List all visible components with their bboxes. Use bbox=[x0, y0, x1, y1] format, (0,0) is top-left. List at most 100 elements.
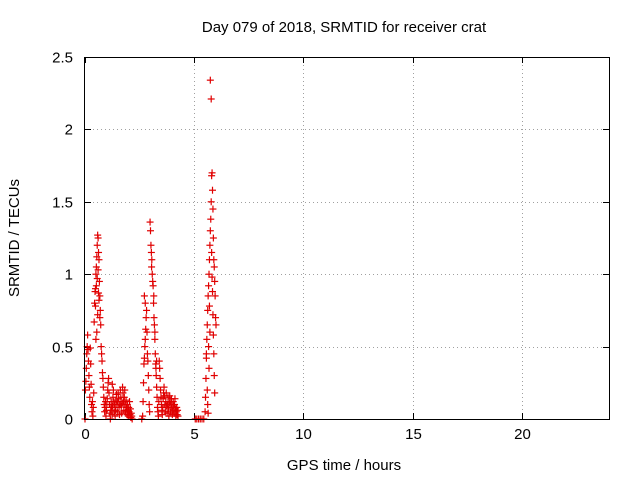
data-point bbox=[88, 408, 96, 416]
data-point bbox=[146, 218, 154, 226]
data-point bbox=[85, 372, 93, 380]
data-point bbox=[143, 306, 151, 314]
data-point bbox=[209, 234, 217, 242]
data-point bbox=[86, 393, 94, 401]
data-point bbox=[202, 393, 210, 401]
data-point bbox=[147, 248, 155, 256]
data-point bbox=[208, 248, 216, 256]
data-point bbox=[151, 328, 159, 336]
data-point bbox=[206, 227, 214, 235]
y-axis-label: SRMTID / TECUs bbox=[6, 179, 23, 297]
data-point bbox=[209, 186, 217, 194]
data-point bbox=[150, 314, 158, 322]
data-point bbox=[165, 412, 173, 420]
data-point bbox=[156, 374, 164, 382]
data-point bbox=[103, 395, 111, 403]
data-point bbox=[140, 292, 148, 300]
data-point bbox=[108, 380, 116, 388]
data-point bbox=[153, 383, 161, 391]
x-tick-labels: 0 5 10 15 20 bbox=[81, 426, 531, 443]
data-point bbox=[208, 273, 216, 281]
data-point bbox=[205, 302, 213, 310]
data-point bbox=[97, 321, 105, 329]
y-tick-label: 2.5 bbox=[52, 50, 73, 67]
data-point bbox=[93, 275, 101, 283]
chart-title: Day 079 of 2018, SRMTID for receiver cra… bbox=[202, 19, 487, 36]
data-point bbox=[139, 398, 147, 406]
data-point bbox=[147, 227, 154, 235]
data-point bbox=[209, 311, 217, 319]
data-point bbox=[205, 282, 213, 290]
data-point bbox=[92, 335, 100, 343]
data-point bbox=[148, 256, 156, 264]
x-tick-label: 5 bbox=[190, 426, 198, 443]
data-point bbox=[160, 383, 168, 391]
x-tick-label: 10 bbox=[295, 426, 312, 443]
data-point bbox=[93, 241, 101, 249]
data-point bbox=[202, 374, 210, 382]
data-point bbox=[95, 289, 103, 297]
data-point bbox=[98, 350, 106, 358]
data-point bbox=[141, 343, 149, 351]
data-point bbox=[204, 292, 212, 300]
x-tick-label: 0 bbox=[81, 426, 89, 443]
data-point bbox=[202, 350, 210, 358]
data-point bbox=[171, 395, 179, 403]
data-point bbox=[149, 282, 157, 290]
data-point bbox=[205, 343, 213, 351]
data-point bbox=[93, 328, 101, 336]
data-point bbox=[98, 357, 106, 365]
data-point bbox=[82, 364, 90, 372]
data-point bbox=[95, 296, 103, 304]
data-point bbox=[211, 389, 219, 397]
data-point bbox=[86, 344, 94, 352]
data-point bbox=[99, 383, 107, 391]
data-points bbox=[81, 76, 220, 423]
data-point bbox=[207, 198, 215, 206]
data-point bbox=[82, 377, 90, 385]
data-point bbox=[142, 314, 150, 322]
data-point bbox=[151, 350, 159, 358]
data-point bbox=[90, 389, 98, 397]
data-point bbox=[211, 277, 219, 285]
data-point bbox=[203, 321, 211, 329]
data-point bbox=[209, 205, 217, 213]
y-tick-label: 0 bbox=[65, 412, 73, 429]
data-point bbox=[91, 302, 99, 310]
data-point bbox=[97, 343, 105, 351]
data-point bbox=[100, 393, 108, 401]
data-point bbox=[141, 299, 149, 307]
y-tick-label: 2 bbox=[65, 122, 73, 139]
data-point bbox=[122, 396, 130, 404]
data-point bbox=[208, 169, 216, 177]
data-point bbox=[92, 282, 100, 290]
data-point bbox=[143, 350, 151, 358]
data-point bbox=[95, 248, 103, 256]
data-point bbox=[105, 389, 113, 397]
data-point bbox=[89, 403, 97, 411]
data-point bbox=[209, 331, 217, 339]
data-point bbox=[94, 266, 102, 274]
data-point bbox=[87, 360, 95, 368]
data-point bbox=[94, 234, 102, 242]
data-point bbox=[150, 292, 158, 300]
data-point bbox=[139, 412, 147, 420]
data-point bbox=[210, 372, 218, 380]
data-point bbox=[209, 288, 217, 296]
data-point bbox=[144, 357, 152, 365]
data-point bbox=[210, 350, 218, 358]
data-point bbox=[201, 408, 209, 416]
y-tick-label: 1.5 bbox=[52, 195, 73, 212]
data-point bbox=[145, 401, 153, 409]
y-tick-label: 1 bbox=[65, 267, 73, 284]
data-point bbox=[87, 380, 95, 388]
data-point bbox=[148, 263, 156, 271]
data-point bbox=[150, 299, 158, 307]
data-point bbox=[212, 321, 220, 329]
data-point bbox=[90, 318, 98, 326]
data-point bbox=[152, 364, 160, 372]
data-point bbox=[92, 270, 100, 278]
data-point bbox=[145, 386, 153, 394]
data-point bbox=[81, 386, 89, 394]
